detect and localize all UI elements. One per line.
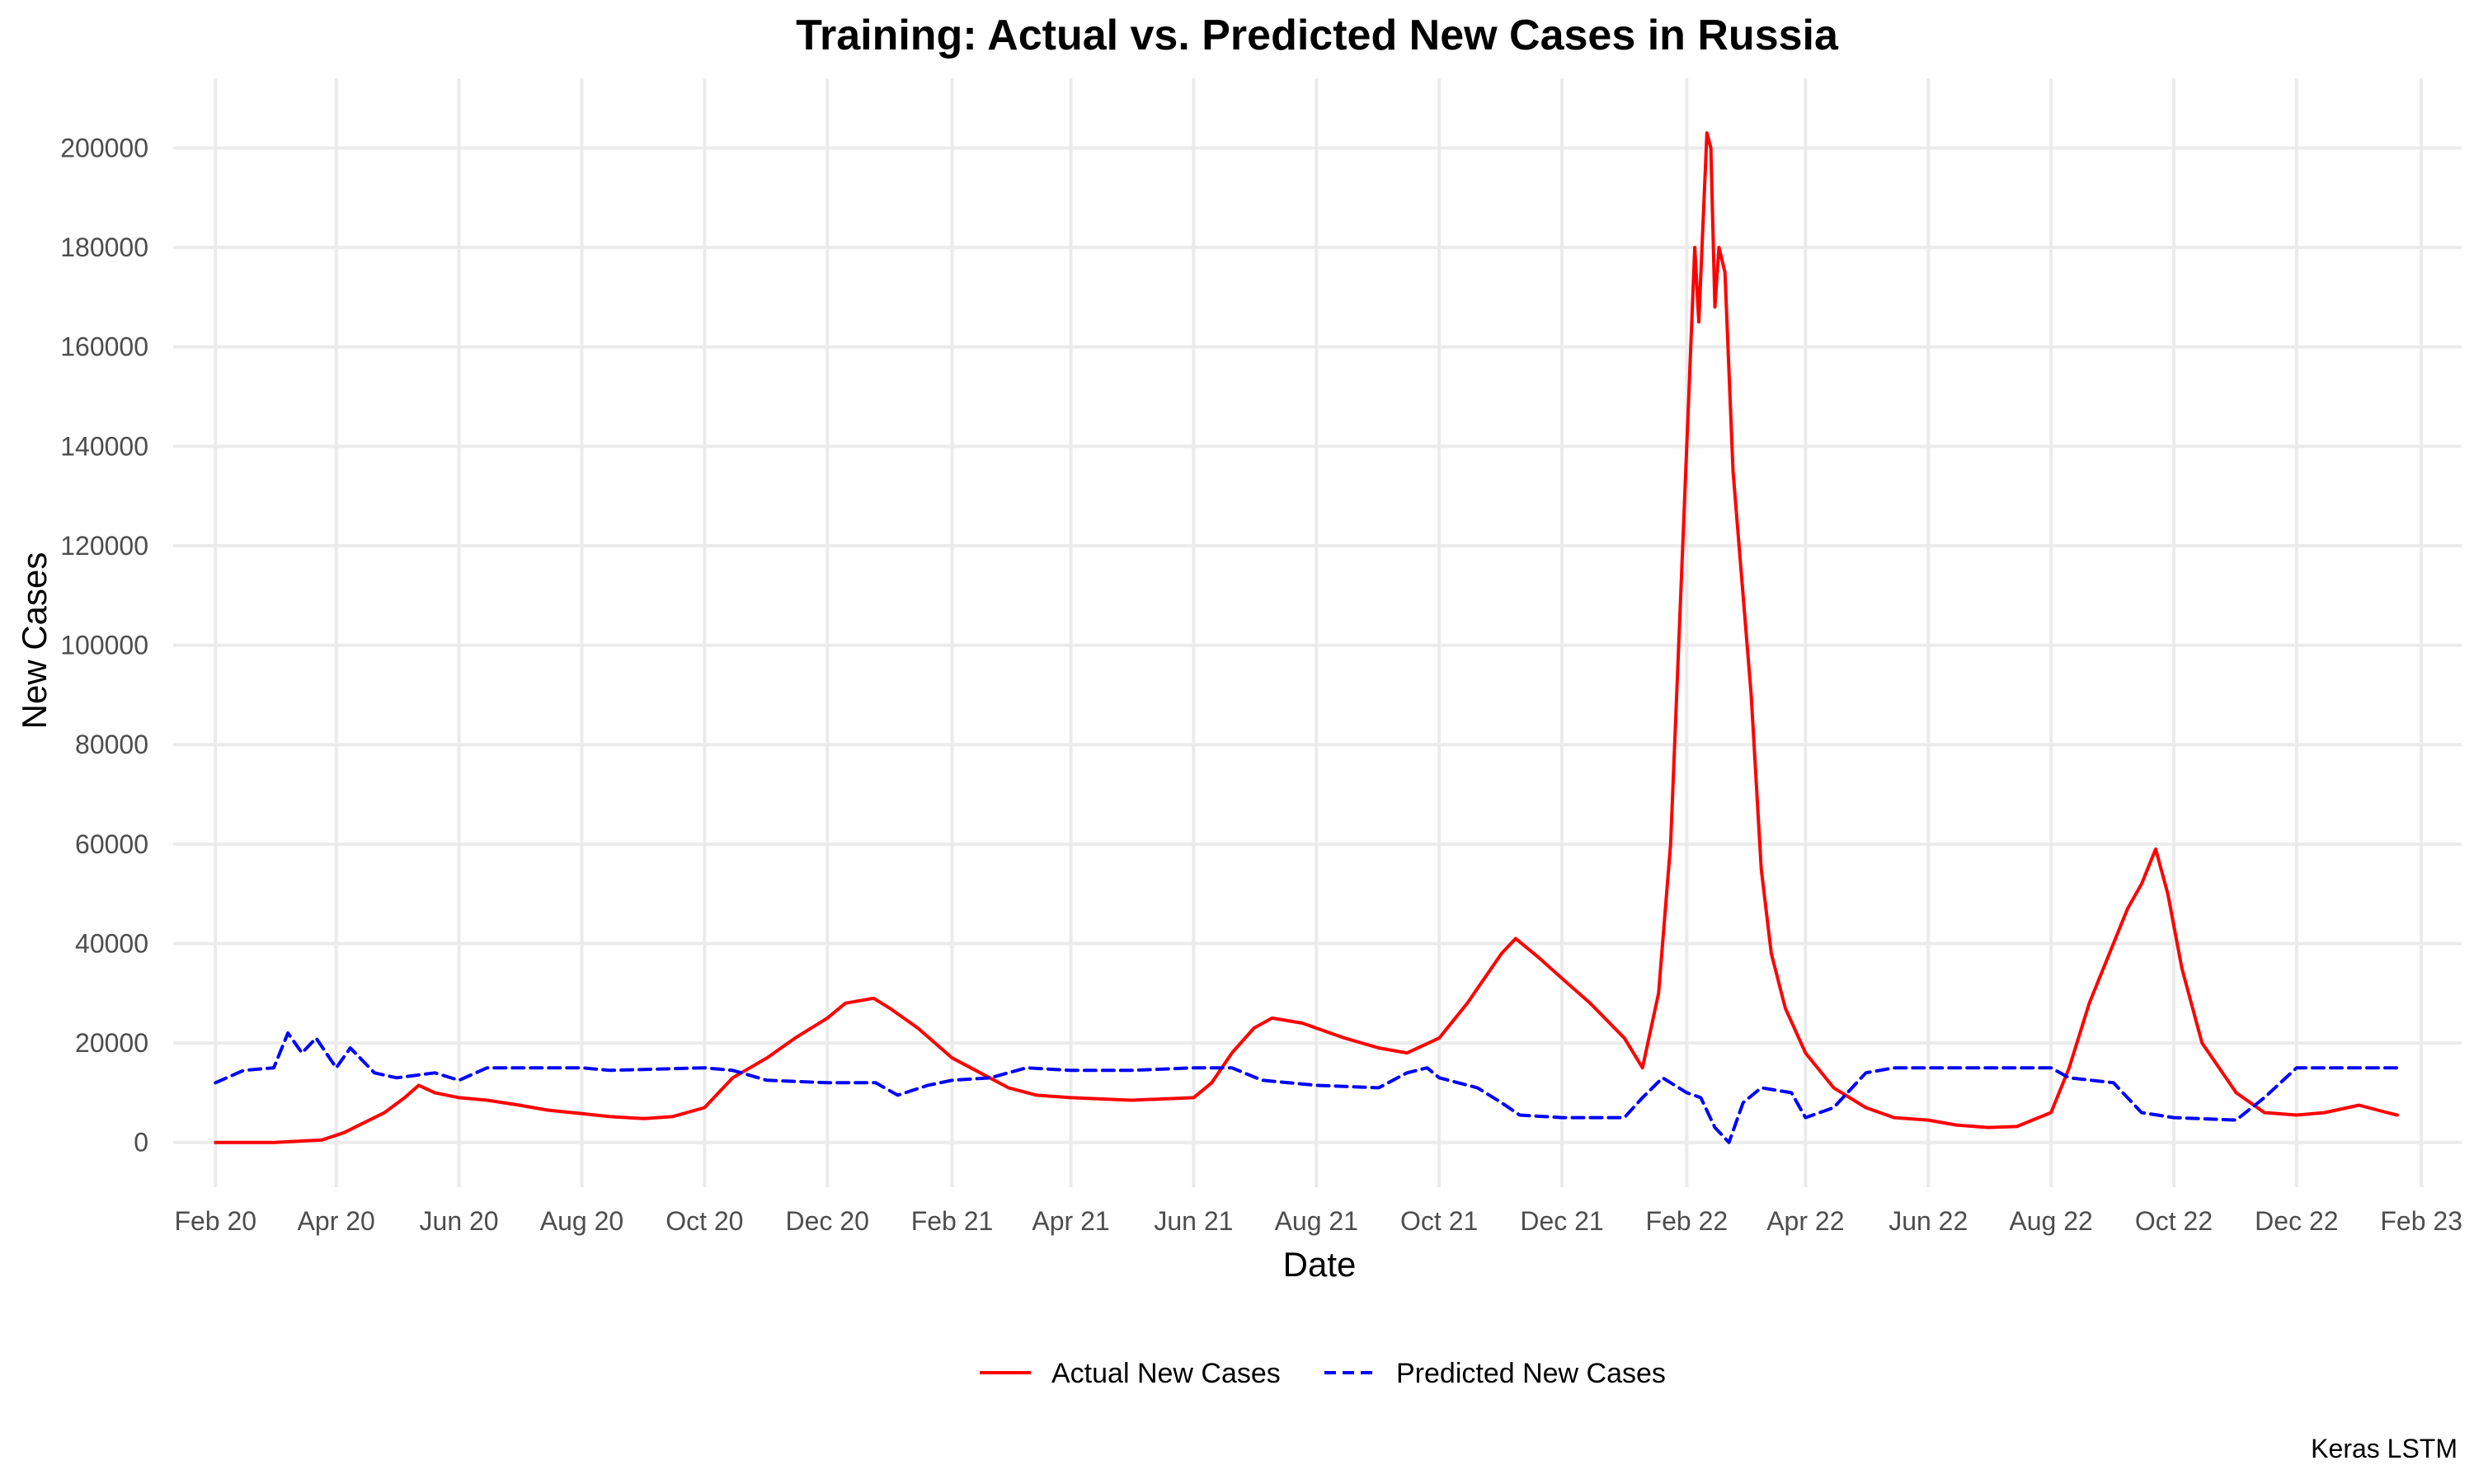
x-tick-label: Feb 22 [1646, 1206, 1729, 1236]
legend: Actual New Cases Predicted New Cases [980, 1358, 1666, 1389]
x-tick-label: Aug 21 [1275, 1206, 1358, 1236]
y-axis-title: New Cases [15, 552, 54, 730]
legend-label-actual: Actual New Cases [1051, 1358, 1281, 1389]
x-tick-label: Jun 20 [420, 1206, 499, 1236]
y-tick-label: 200000 [60, 133, 148, 162]
x-axis-title: Date [1283, 1245, 1357, 1284]
y-tick-label: 140000 [60, 431, 148, 461]
x-tick-label: Oct 21 [1400, 1206, 1478, 1236]
x-tick-label: Apr 21 [1032, 1206, 1109, 1236]
chart-caption: Keras LSTM [2311, 1434, 2458, 1463]
x-tick-label: Feb 23 [2380, 1206, 2462, 1236]
x-tick-label: Feb 21 [911, 1206, 994, 1236]
x-tick-label: Dec 20 [786, 1206, 869, 1236]
x-tick-label: Jun 21 [1154, 1206, 1233, 1236]
series-line-predicted [214, 1031, 2399, 1144]
x-tick-label: Apr 22 [1766, 1206, 1844, 1236]
y-tick-label: 120000 [60, 531, 148, 561]
gridlines [173, 78, 2462, 1187]
x-tick-label: Feb 20 [174, 1206, 256, 1236]
y-axis-ticks: 0 20000 40000 60000 80000 100000 120000 140000 1… [60, 133, 148, 1157]
y-tick-label: 100000 [60, 631, 148, 660]
y-tick-label: 40000 [75, 928, 148, 958]
series-line-actual [214, 131, 2399, 1144]
x-tick-label: Aug 22 [2009, 1206, 2092, 1236]
x-tick-label: Dec 21 [1520, 1206, 1603, 1236]
x-tick-label: Aug 20 [540, 1206, 623, 1236]
y-tick-label: 160000 [60, 332, 148, 362]
y-tick-label: 180000 [60, 232, 148, 262]
y-tick-label: 60000 [75, 829, 148, 859]
y-tick-label: 0 [134, 1128, 148, 1158]
y-tick-label: 20000 [75, 1028, 148, 1058]
y-tick-label: 80000 [75, 730, 148, 759]
series-layer [214, 131, 2399, 1144]
x-axis-ticks: Feb 20 Apr 20 Jun 20 Aug 20 Oct 20 Dec 20 Feb … [174, 1206, 2462, 1236]
x-tick-label: Oct 20 [666, 1206, 743, 1236]
x-tick-label: Jun 22 [1888, 1206, 1968, 1236]
x-tick-label: Apr 20 [298, 1206, 375, 1236]
legend-label-predicted: Predicted New Cases [1396, 1358, 1666, 1389]
x-tick-label: Dec 22 [2255, 1206, 2338, 1236]
x-tick-label: Oct 22 [2135, 1206, 2213, 1236]
chart-title: Training: Actual vs. Predicted New Cases… [796, 12, 1839, 59]
